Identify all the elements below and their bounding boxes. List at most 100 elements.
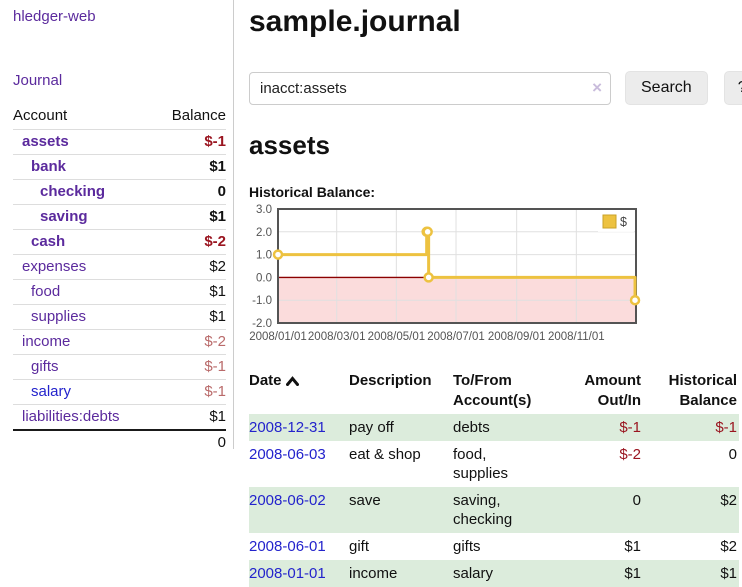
account-row: assets $-1 [13,129,226,155]
account-balance: $-2 [154,229,226,255]
sort-ascending-icon [285,372,299,392]
account-link[interactable]: expenses [22,258,87,275]
transaction-description: gift [349,538,370,555]
search-input[interactable] [249,71,611,105]
transaction-date-link[interactable]: 2008-06-03 [249,446,326,463]
search-form: × Search ? [249,71,742,105]
svg-text:3.0: 3.0 [256,204,272,216]
register-header-description: Description [349,372,432,389]
register-table: Date Description To/From Account(s) Amou… [249,369,739,587]
account-heading: assets [249,130,330,160]
transaction-balance: 0 [728,446,737,463]
svg-text:-1.0: -1.0 [252,295,272,307]
accounts-header-balance: Balance [171,107,226,124]
legend-label: $ [620,215,627,229]
transaction-row[interactable]: 2008-01-01 income salary $1 $1 [249,560,739,587]
transaction-date-link[interactable]: 2008-06-01 [249,538,326,555]
transaction-description: income [349,565,398,582]
register-header-balance: Historical Balance [668,372,737,409]
account-row: salary $-1 [13,379,226,405]
account-link[interactable]: food [31,283,61,300]
register-header-accounts: To/From Account(s) [453,372,532,409]
account-row: checking 0 [13,179,226,205]
transaction-row[interactable]: 2008-06-01 gift gifts $1 $2 [249,533,739,560]
register-header-row: Date Description To/From Account(s) Amou… [249,369,739,414]
transaction-amount: $1 [624,538,641,555]
svg-text:1.0: 1.0 [256,250,272,262]
transaction-accounts: debts [453,419,490,436]
account-row: liabilities:debts $1 [13,404,226,430]
account-link[interactable]: assets [22,133,69,150]
transaction-accounts: salary [453,565,494,582]
svg-text:2008/01/01: 2008/01/01 [249,331,307,343]
register-table-body: 2008-12-31 pay off debts $-1 $-1 2008-06… [249,414,739,587]
chart-legend: $ [598,212,634,232]
account-row: supplies $1 [13,304,226,330]
transaction-balance: $-1 [715,419,737,436]
search-button[interactable]: Search [625,71,708,105]
register-header-date[interactable]: Date [249,369,349,414]
svg-text:2008/09/01: 2008/09/01 [488,331,546,343]
account-row: food $1 [13,279,226,305]
accounts-table-body: assets $-1 bank $1 checking 0 saving $1 … [13,129,226,430]
transaction-amount: 0 [632,492,641,509]
account-balance: $-1 [154,354,226,380]
app-brand-link[interactable]: hledger-web [13,8,96,25]
transaction-amount: $-1 [619,419,641,436]
chart-title: Historical Balance: [249,184,376,200]
transaction-row[interactable]: 2008-12-31 pay off debts $-1 $-1 [249,414,739,441]
svg-text:2008/11/01: 2008/11/01 [548,331,605,343]
account-balance: $-1 [154,129,226,155]
transaction-accounts: food, supplies [453,446,509,482]
transaction-description: eat & shop [349,446,421,463]
clear-search-icon[interactable]: × [592,77,602,97]
svg-text:2.0: 2.0 [256,227,272,239]
transaction-date-link[interactable]: 2008-06-02 [249,492,326,509]
chart-border [277,208,637,324]
transaction-date-link[interactable]: 2008-01-01 [249,565,326,582]
transaction-balance: $2 [720,538,737,555]
account-balance: $1 [154,279,226,305]
svg-text:-2.0: -2.0 [252,318,272,330]
account-link[interactable]: gifts [31,358,59,375]
account-link[interactable]: cash [31,233,66,250]
account-balance: $2 [154,254,226,280]
svg-text:0.0: 0.0 [256,272,272,284]
main-content: sample.journal × Search ? assets Histori… [234,0,742,587]
account-link[interactable]: saving [40,208,88,225]
sidebar-item-journal[interactable]: Journal [13,72,63,89]
help-button[interactable]: ? [723,71,742,105]
account-row: expenses $2 [13,254,226,280]
transaction-row[interactable]: 2008-06-03 eat & shop food, supplies $-2… [249,441,739,487]
register-header-amount: Amount Out/In [584,372,641,409]
chart-series-markers [272,226,641,306]
account-row: income $-2 [13,329,226,355]
accounts-total-value: 0 [154,429,226,454]
transaction-date-link[interactable]: 2008-12-31 [249,419,326,436]
account-link[interactable]: bank [31,158,67,175]
page-title: sample.journal [249,5,461,38]
transaction-description: save [349,492,381,509]
account-link[interactable]: income [22,333,71,350]
transaction-balance: $1 [720,565,737,582]
account-link[interactable]: supplies [31,308,87,325]
account-row: cash $-2 [13,229,226,255]
accounts-table: Account Balance assets $-1 bank $1 check… [13,104,226,454]
account-link[interactable]: salary [31,383,72,400]
account-row: bank $1 [13,154,226,180]
account-link[interactable]: liabilities:debts [22,408,120,425]
account-link[interactable]: checking [40,183,106,200]
account-balance: $1 [154,404,226,430]
transaction-balance: $2 [720,492,737,509]
transaction-accounts: saving, checking [453,492,513,528]
transaction-accounts: gifts [453,538,481,555]
account-row: saving $1 [13,204,226,230]
account-balance: 0 [154,179,226,205]
account-balance: $-1 [154,379,226,405]
svg-text:2008/07/01: 2008/07/01 [427,331,485,343]
transaction-row[interactable]: 2008-06-02 save saving, checking 0 $2 [249,487,739,533]
account-balance: $1 [154,204,226,230]
account-balance: $1 [154,304,226,330]
